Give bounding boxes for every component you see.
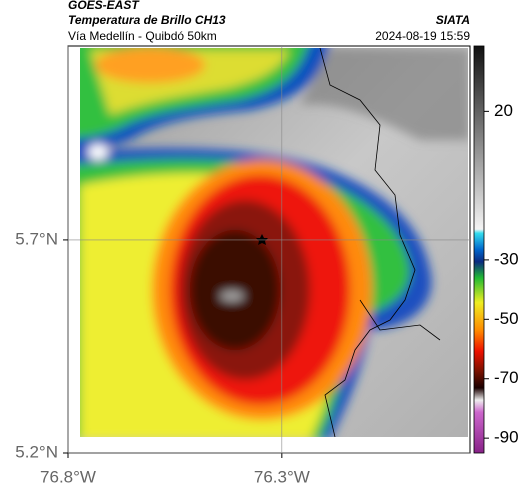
border bbox=[319, 48, 416, 437]
colorbar-label: 20 bbox=[494, 101, 513, 120]
colorbar-label: -70 bbox=[494, 368, 519, 387]
route: Vía Medellín - Quibdó 50km bbox=[68, 29, 217, 43]
subtitle: Temperatura de Brillo CH13 bbox=[68, 13, 226, 27]
y-tick-label: 5.7°N bbox=[15, 229, 58, 248]
location-marker bbox=[256, 234, 268, 245]
title: GOES-EAST bbox=[68, 0, 140, 12]
y-tick-label: 5.2°N bbox=[15, 442, 58, 461]
timestamp: 2024-08-19 15:59 bbox=[375, 29, 470, 43]
cloud-field bbox=[80, 48, 468, 437]
x-tick-label: 76.3°W bbox=[254, 467, 310, 486]
colorbar bbox=[473, 45, 485, 454]
colorbar-label: -30 bbox=[494, 249, 519, 268]
border bbox=[359, 299, 441, 341]
source: SIATA bbox=[436, 13, 470, 27]
colorbar-label: -50 bbox=[494, 309, 519, 328]
x-tick-label: 76.8°W bbox=[40, 467, 96, 486]
imagery bbox=[80, 48, 468, 437]
colorbar-label: -90 bbox=[494, 428, 519, 447]
